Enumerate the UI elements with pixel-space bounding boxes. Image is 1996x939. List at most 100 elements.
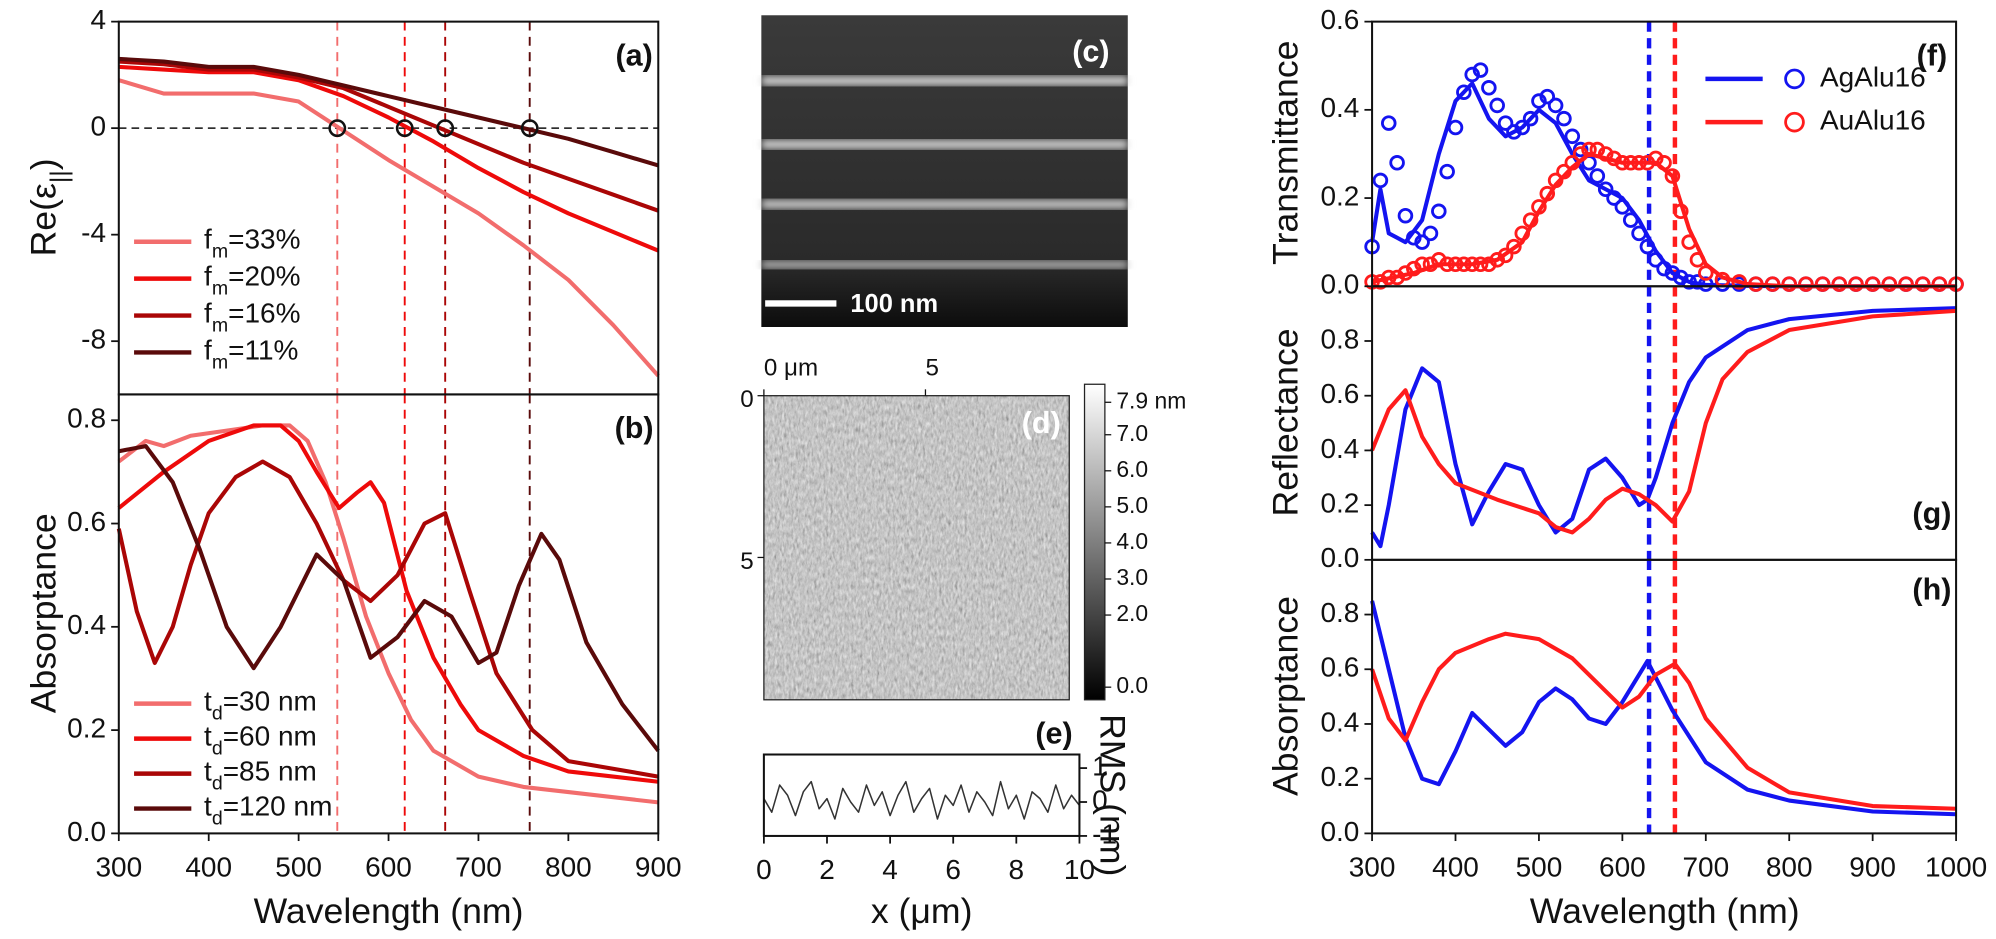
y-tick-label: 0.0: [1320, 816, 1359, 847]
data-point: [1464, 256, 1480, 272]
y-tick-label: 0.4: [1320, 706, 1359, 737]
legend-label: td=85 nm: [204, 756, 317, 795]
x-tick-label: 600: [1599, 851, 1646, 882]
sem-image: 100 nm (c): [761, 15, 1128, 327]
colorbar-tick-label: 7.0: [1116, 420, 1148, 446]
data-point: [1606, 150, 1622, 167]
y-tick-label: 4: [90, 4, 106, 35]
data-point: [1881, 276, 1898, 292]
x-tick-label: 400: [1432, 851, 1479, 882]
data-point: [1539, 88, 1556, 105]
y-tick-label: 0: [90, 111, 106, 142]
data-point: [1414, 234, 1430, 250]
data-point: [1472, 62, 1489, 78]
y-tick-label: 0.6: [1320, 378, 1359, 409]
data-point: [1547, 97, 1564, 114]
data-point: [1647, 252, 1664, 268]
data-point: [1389, 269, 1405, 286]
y-tick-label: -8: [81, 324, 106, 355]
panel: 4 0 -4 -8 (a) Re(ε||) fm=33%fm=20%fm=16%fm=11%: [24, 4, 660, 396]
data-line: [1370, 600, 1957, 817]
data-point: [1698, 276, 1714, 292]
panel: 10-10 2 4 6 8 10(e) RMS (nm)x (μm): [756, 714, 1132, 931]
y-tick-label: 5: [740, 548, 753, 575]
data-point: [1406, 260, 1422, 277]
afm-frame: [763, 395, 1070, 701]
legend-label: td=60 nm: [204, 721, 317, 760]
data-point: [1439, 256, 1455, 272]
x-tick-label: 500: [1516, 851, 1563, 882]
data-point: [1597, 146, 1614, 162]
panel: 0.0 0.2 0.4 0.6 0.8 300 400 500 600 700 800 900 (b) A…: [24, 393, 682, 931]
data-point: [1489, 252, 1505, 268]
data-point: [1506, 124, 1522, 140]
x-tick-label: 700: [1682, 851, 1729, 882]
data-point: [1556, 110, 1572, 127]
data-point: [1581, 141, 1597, 158]
legend-label: AuAlu16: [1820, 105, 1926, 136]
data-point: [1431, 252, 1447, 268]
data-line: [1370, 306, 1957, 549]
panel-label: (a): [615, 38, 652, 72]
data-point: [1606, 190, 1622, 206]
data-point: [1431, 203, 1447, 220]
colorbar-tick-label: 2.0: [1116, 600, 1148, 626]
data-point: [1481, 256, 1497, 272]
data-point: [1397, 207, 1414, 224]
data-point: [1656, 155, 1672, 171]
data-point: [1539, 185, 1556, 202]
data-point: [1798, 276, 1814, 292]
data-point: [1456, 256, 1472, 272]
data-line: [763, 780, 1081, 820]
data-point: [1631, 155, 1647, 171]
data-point: [1631, 225, 1647, 242]
data-point: [1514, 119, 1531, 136]
y-tick-label: 0.6: [1320, 4, 1359, 35]
x-tick-label: 500: [275, 851, 322, 882]
y-tick-label: 0.2: [1320, 488, 1359, 519]
y-tick-label: 0.0: [1320, 542, 1359, 573]
panel-label: (d): [1022, 406, 1061, 440]
data-point: [1456, 84, 1472, 100]
panel-label: (g): [1912, 496, 1951, 530]
x-tick-label: 300: [95, 851, 142, 882]
data-point: [1522, 212, 1539, 228]
x-tick-label: 6: [945, 854, 961, 885]
data-point: [1589, 141, 1606, 158]
data-point: [1380, 115, 1397, 131]
data-point: [1447, 256, 1464, 272]
data-point: [1489, 97, 1505, 114]
data-point: [1372, 172, 1389, 189]
data-point: [1497, 115, 1514, 131]
afm-map: [763, 395, 1070, 700]
scale-bar: [765, 300, 837, 307]
data-line: [118, 78, 660, 378]
x-tick-label: 1000: [1925, 851, 1987, 882]
data-point: [1814, 276, 1831, 292]
panel-label: (c): [1072, 35, 1109, 69]
x-tick-label: 0: [756, 854, 772, 885]
panel-label: (b): [615, 411, 654, 445]
data-point: [1397, 265, 1414, 281]
data-line: [116, 459, 659, 779]
sem-layer: [761, 139, 1128, 149]
data-point: [1681, 274, 1697, 290]
legend-marker: [1784, 68, 1805, 90]
y-tick-label: 0.6: [67, 506, 106, 537]
colorbar-tick-label: 6.0: [1116, 456, 1148, 482]
data-point: [1614, 155, 1631, 171]
data-point: [1514, 225, 1531, 242]
plot-frame: [762, 753, 1081, 837]
x-tick-label: 800: [545, 851, 592, 882]
data-point: [1639, 155, 1656, 171]
panel: 0.0 0.2 0.4 0.6 (f) Transmittance AgAlu16 AuAlu…: [1266, 4, 1964, 300]
y-tick-label: 0.2: [1320, 180, 1359, 211]
data-point: [1673, 203, 1689, 220]
afm-image: (d): [763, 383, 1106, 701]
data-point: [1572, 146, 1589, 162]
y-tick-label: 0: [740, 386, 753, 413]
data-point: [1748, 276, 1764, 292]
crossing-marker: [395, 119, 414, 138]
y-axis-label: Absorptance: [1266, 596, 1306, 796]
y-tick-label: 0.0: [1320, 269, 1359, 300]
